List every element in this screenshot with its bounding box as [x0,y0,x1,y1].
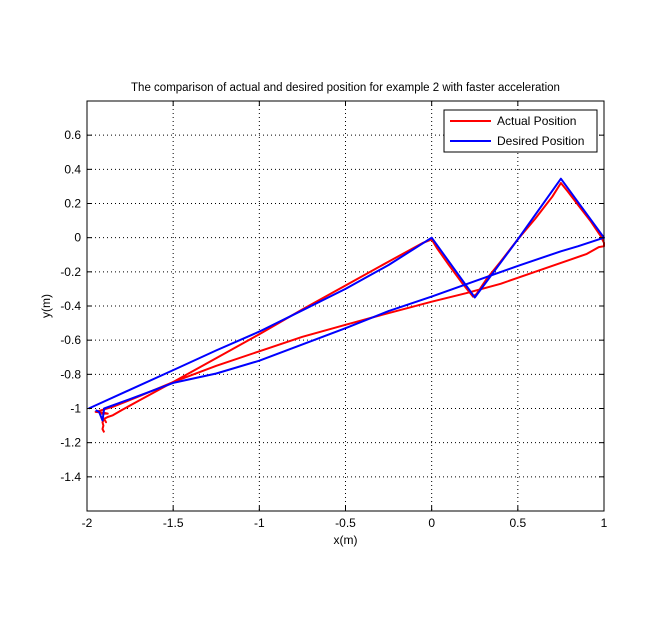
y-tick-label: 0 [74,231,81,245]
y-tick-label: 0.2 [64,197,81,211]
legend: Actual Position Desired Position [443,109,598,153]
y-tick-label: -1.4 [60,470,81,484]
legend-box [443,109,598,153]
y-tick-label: 0.4 [64,162,81,176]
y-tick-label: 0.6 [64,128,81,142]
x-axis-label: x(m) [334,533,358,547]
y-tick-label: -0.2 [60,265,81,279]
x-tick-label: 1 [601,516,608,530]
legend-label: Actual Position [497,114,576,128]
x-tick-label: -1.5 [163,516,184,530]
y-tick-label: -0.8 [60,367,81,381]
chart-title: The comparison of actual and desired pos… [131,82,560,94]
series-line-actual-position [94,182,605,433]
x-tick-label: 0.5 [509,516,526,530]
x-tick-label: -0.5 [335,516,356,530]
y-axis-label: y(m) [39,294,53,318]
y-tick-label: -1.2 [60,436,81,450]
y-tick-label: -0.6 [60,333,81,347]
series-layer [88,177,605,433]
x-tick-label: -2 [82,516,93,530]
legend-label: Desired Position [497,134,584,148]
series-line-desired-position [88,177,605,422]
y-tick-label: -0.4 [60,299,81,313]
y-tick-label: -1 [70,402,81,416]
ticks: -2 -1.5 -1 -0.5 0 0.5 1 -1.4 -1.2 -1 -0.8 -0.6 -0.4 -… [60,101,608,530]
x-tick-label: -1 [254,516,265,530]
x-tick-label: 0 [428,516,435,530]
